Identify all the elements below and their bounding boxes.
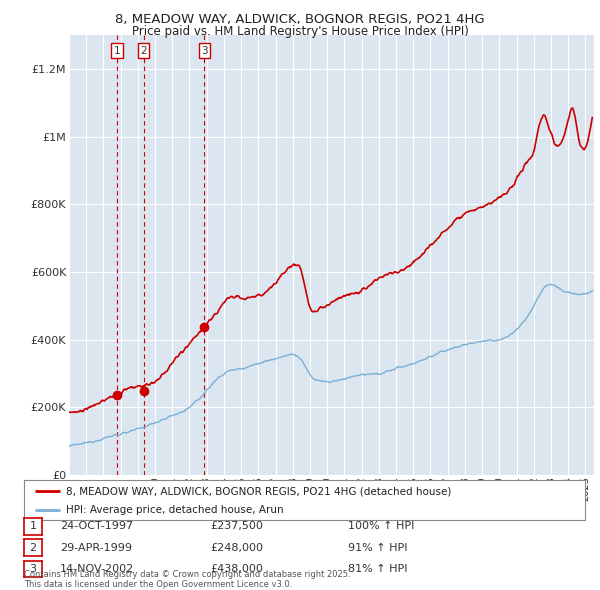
Text: 100% ↑ HPI: 100% ↑ HPI bbox=[348, 522, 415, 531]
Text: 1: 1 bbox=[29, 522, 37, 531]
Text: 8, MEADOW WAY, ALDWICK, BOGNOR REGIS, PO21 4HG: 8, MEADOW WAY, ALDWICK, BOGNOR REGIS, PO… bbox=[115, 13, 485, 26]
Text: 24-OCT-1997: 24-OCT-1997 bbox=[60, 522, 133, 531]
Text: £438,000: £438,000 bbox=[210, 564, 263, 573]
Text: £248,000: £248,000 bbox=[210, 543, 263, 552]
Text: Contains HM Land Registry data © Crown copyright and database right 2025.
This d: Contains HM Land Registry data © Crown c… bbox=[24, 570, 350, 589]
Text: 8, MEADOW WAY, ALDWICK, BOGNOR REGIS, PO21 4HG (detached house): 8, MEADOW WAY, ALDWICK, BOGNOR REGIS, PO… bbox=[66, 486, 451, 496]
Text: 2: 2 bbox=[29, 543, 37, 552]
Text: 91% ↑ HPI: 91% ↑ HPI bbox=[348, 543, 407, 552]
Text: 1: 1 bbox=[114, 46, 121, 56]
Text: 29-APR-1999: 29-APR-1999 bbox=[60, 543, 132, 552]
Text: 14-NOV-2002: 14-NOV-2002 bbox=[60, 564, 134, 573]
Text: £237,500: £237,500 bbox=[210, 522, 263, 531]
Text: 3: 3 bbox=[29, 564, 37, 573]
Text: HPI: Average price, detached house, Arun: HPI: Average price, detached house, Arun bbox=[66, 504, 284, 514]
Text: 81% ↑ HPI: 81% ↑ HPI bbox=[348, 564, 407, 573]
Text: 3: 3 bbox=[201, 46, 208, 56]
Text: Price paid vs. HM Land Registry's House Price Index (HPI): Price paid vs. HM Land Registry's House … bbox=[131, 25, 469, 38]
Text: 2: 2 bbox=[140, 46, 147, 56]
